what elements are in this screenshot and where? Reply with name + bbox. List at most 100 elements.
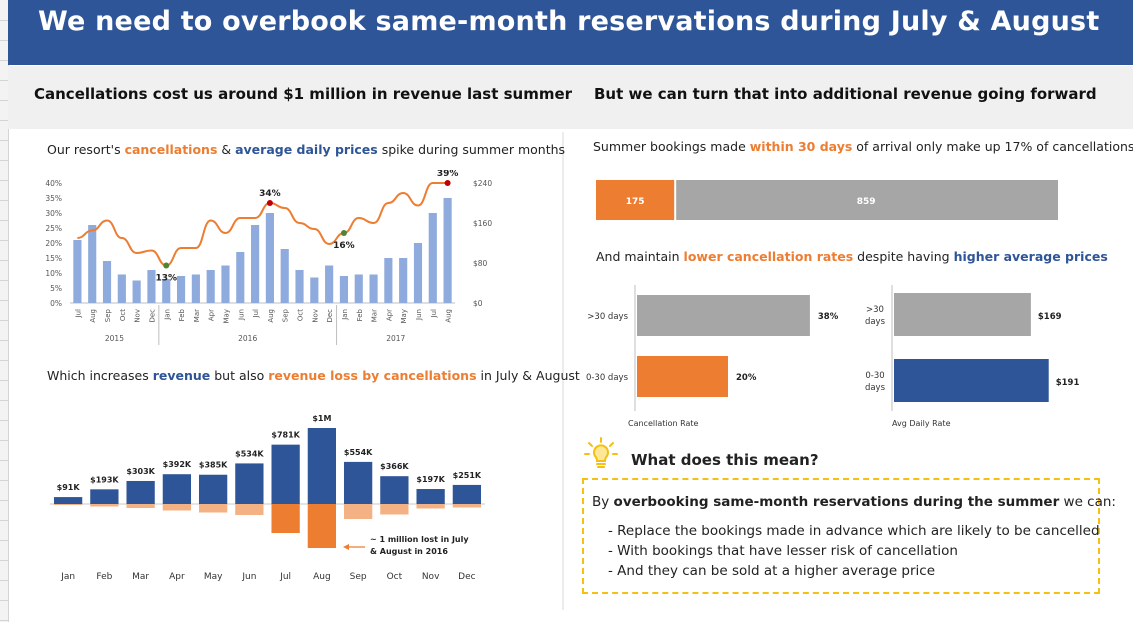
takeaway-box: By overbooking same-month reservations d… xyxy=(582,478,1116,594)
x-tick-label: Jul xyxy=(252,309,260,319)
y-tick-left: 15% xyxy=(45,254,62,263)
loss-bar xyxy=(90,504,119,507)
takeaway-item: - And they can be sold at a higher avera… xyxy=(608,563,936,579)
cancellation-bar xyxy=(147,270,156,303)
cancellation-bar xyxy=(176,276,186,303)
x-tick-label: Sep xyxy=(282,308,290,322)
y-tick-left: 5% xyxy=(50,284,62,293)
year-label: 2016 xyxy=(238,334,257,343)
x-tick-label: Mar xyxy=(193,309,201,322)
lead-time-label: 0-30 xyxy=(865,371,884,381)
lead-time-label: days xyxy=(865,317,886,327)
revenue-label: $385K xyxy=(199,461,228,470)
cancellation-bar xyxy=(265,213,274,303)
x-tick-label: Dec xyxy=(326,309,334,323)
x-tick-label: Jan xyxy=(341,309,349,321)
loss-bar xyxy=(162,504,192,511)
loss-bar xyxy=(416,504,445,509)
x-tick-label: Jan xyxy=(163,309,171,321)
cancellation-bar xyxy=(206,270,215,303)
revenue-bar xyxy=(343,461,373,504)
revenue-bar xyxy=(307,428,337,504)
annotation-marker xyxy=(163,262,170,269)
x-tick-label: Feb xyxy=(356,308,364,321)
cancellation-bar xyxy=(369,274,378,303)
x-tick-label: Jun xyxy=(237,309,245,321)
right-subheading: But we can turn that into additional rev… xyxy=(594,85,1097,103)
month-label: Jul xyxy=(279,572,291,582)
loss-bar xyxy=(452,504,482,508)
revenue-bar xyxy=(90,489,119,504)
y-tick-left: 0% xyxy=(50,299,62,308)
within-30-days-label: 175 xyxy=(626,197,645,207)
month-label: Apr xyxy=(169,572,185,582)
revenue-caption: Which increases revenue but also revenue… xyxy=(47,368,580,383)
x-tick-label: Oct xyxy=(119,309,127,321)
column-divider xyxy=(562,132,564,610)
month-label: Feb xyxy=(96,572,112,582)
adr-label: $169 xyxy=(1038,312,1062,322)
month-label: Mar xyxy=(132,572,149,582)
y-tick-left: 20% xyxy=(45,239,62,248)
cancellation-bar xyxy=(132,280,141,303)
x-tick-label: Jul xyxy=(74,309,82,319)
annotation-label: 13% xyxy=(155,274,177,284)
left-subheading: Cancellations cost us around $1 million … xyxy=(34,85,573,103)
lead-time-label: >30 days xyxy=(587,312,628,322)
x-axis-label: Avg Daily Rate xyxy=(892,419,951,428)
revenue-bar xyxy=(162,474,192,504)
month-label: Sep xyxy=(350,572,367,582)
revenue-bar xyxy=(53,497,83,504)
adr-bar xyxy=(894,359,1049,402)
title-banner: We need to overbook same-month reservati… xyxy=(8,0,1133,65)
month-label: Oct xyxy=(387,572,403,582)
lead-time-stacked-bar: 175 859 xyxy=(596,180,1058,220)
revenue-label: $251K xyxy=(453,471,482,480)
y-tick-right: $160 xyxy=(473,219,492,228)
annotation-marker xyxy=(266,200,273,206)
cancel-price-caption: Our resort's cancellations & average dai… xyxy=(47,142,566,157)
takeaway-item: - Replace the bookings made in advance w… xyxy=(608,523,1100,539)
over-30-days-bar xyxy=(676,180,1058,220)
cancellation-bar xyxy=(428,213,437,303)
loss-bar xyxy=(235,504,264,515)
year-label: 2015 xyxy=(105,334,124,343)
loss-bar xyxy=(307,504,337,548)
over-30-days-label: 859 xyxy=(857,197,876,207)
month-label: Aug xyxy=(313,572,331,582)
rate-bar xyxy=(637,295,810,336)
y-tick-right: $240 xyxy=(473,179,492,188)
cancellation-bar xyxy=(354,274,363,303)
cancellation-rate-chart: 38% >30 days 20% 0-30 days Cancellation Rate xyxy=(586,285,839,428)
adr-bar xyxy=(894,293,1031,336)
cancellation-bar xyxy=(399,258,408,303)
x-tick-label: Jun xyxy=(415,309,423,321)
revenue-label: $1M xyxy=(312,414,331,423)
cancellation-bar xyxy=(191,274,200,303)
within-30-days-bar xyxy=(596,180,675,220)
revenue-label: $781K xyxy=(271,431,300,440)
revenue-label: $554K xyxy=(344,448,373,457)
revenue-bar xyxy=(380,476,409,504)
page-title: We need to overbook same-month reservati… xyxy=(38,6,1100,37)
y-tick-left: 35% xyxy=(45,194,62,203)
x-tick-label: Oct xyxy=(297,309,305,321)
what-title: What does this mean? xyxy=(631,451,819,469)
x-tick-label: Nov xyxy=(311,309,319,323)
cancellation-bar xyxy=(221,265,230,303)
annotation-arrow-head xyxy=(343,544,350,550)
month-label: May xyxy=(204,572,223,582)
rate-label: 38% xyxy=(818,312,839,322)
annotation-marker xyxy=(340,230,347,236)
rate-price-caption: And maintain lower cancellation rates de… xyxy=(596,249,1108,264)
x-tick-label: Aug xyxy=(89,309,97,323)
cancellation-bar xyxy=(443,198,452,303)
revenue-label: $91K xyxy=(57,483,81,492)
x-tick-label: Sep xyxy=(104,308,112,322)
cancellation-bar xyxy=(295,270,304,303)
loss-bar xyxy=(53,504,83,505)
x-tick-label: Feb xyxy=(178,308,186,321)
revenue-bar xyxy=(198,474,228,504)
x-tick-label: Aug xyxy=(445,309,453,323)
x-tick-label: May xyxy=(400,309,408,323)
